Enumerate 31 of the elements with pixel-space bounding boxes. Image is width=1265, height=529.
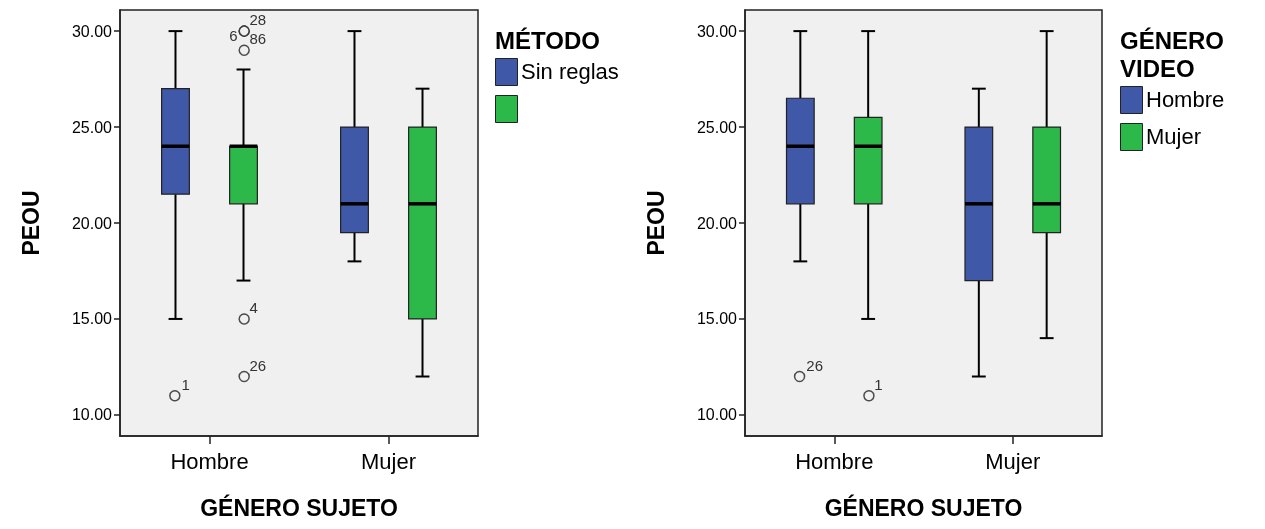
legend-title: MÉTODO [495, 26, 600, 54]
y-tick-label: 10.00 [696, 406, 738, 424]
y-tick-label: 25.00 [696, 118, 738, 136]
y-tick-label: 10.00 [71, 406, 113, 424]
y-tick-label: 20.00 [71, 214, 113, 232]
x-axis-title: GÉNERO SUJETO [824, 493, 1023, 521]
x-axis-title: GÉNERO SUJETO [200, 493, 398, 521]
x-tick-label: Mujer [360, 448, 417, 474]
y-tick-label: 20.00 [696, 214, 738, 232]
x-tick-label: Hombre [170, 448, 249, 474]
y-tick-label: 25.00 [71, 118, 113, 136]
y-tick-label: 15.00 [696, 310, 738, 328]
y-tick-label: 30.00 [71, 22, 113, 40]
x-tick-label: Mujer [985, 448, 1041, 474]
legend-label: Hombre [1146, 86, 1225, 112]
annotation: 26 [806, 356, 824, 374]
annotation: 4 [249, 298, 258, 316]
legend-label: Sin reglas [521, 58, 619, 84]
y-axis-title: PEOU [642, 190, 669, 256]
annotation: 1 [181, 375, 190, 393]
legend-label: Mujer [1146, 123, 1202, 149]
legend-title: GÉNERO VIDEO [1120, 26, 1231, 82]
annotation: 1 [874, 375, 883, 393]
y-tick-label: 15.00 [71, 310, 113, 328]
y-axis-title: PEOU [17, 190, 44, 256]
y-tick-label: 30.00 [696, 22, 738, 40]
annotation: 86 [249, 30, 267, 48]
annotation: 28 [249, 11, 267, 29]
annotation: 26 [249, 356, 267, 374]
x-tick-label: Hombre [795, 448, 874, 474]
annotation: 6 [229, 26, 238, 44]
